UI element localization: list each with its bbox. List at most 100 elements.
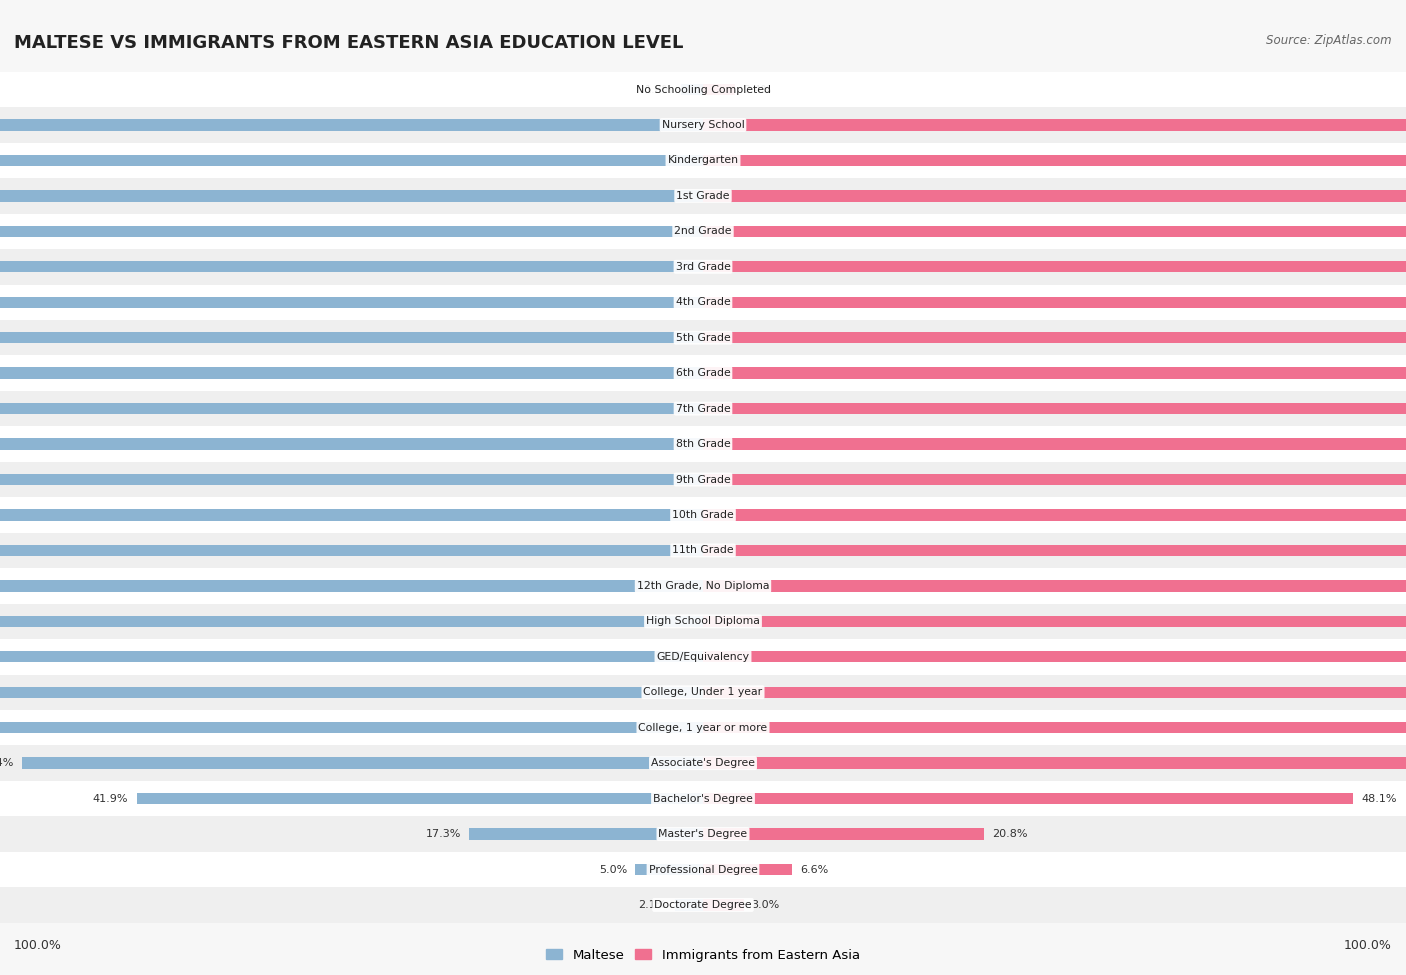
- Bar: [0, 675, 1406, 710]
- Text: Source: ZipAtlas.com: Source: ZipAtlas.com: [1267, 34, 1392, 47]
- Bar: [703, 686, 1406, 698]
- Bar: [0, 816, 1406, 852]
- Bar: [703, 474, 1406, 486]
- Bar: [703, 722, 1406, 733]
- Text: 20.8%: 20.8%: [993, 829, 1028, 839]
- Text: 2nd Grade: 2nd Grade: [675, 226, 731, 236]
- Bar: [0, 285, 1406, 320]
- Bar: [703, 261, 1406, 272]
- Text: Nursery School: Nursery School: [662, 120, 744, 130]
- Bar: [703, 545, 1406, 556]
- Text: 11th Grade: 11th Grade: [672, 545, 734, 556]
- Text: 1st Grade: 1st Grade: [676, 191, 730, 201]
- Bar: [0, 887, 1406, 922]
- Bar: [703, 793, 1354, 804]
- Bar: [703, 225, 1406, 237]
- Text: 2.4%: 2.4%: [744, 85, 772, 95]
- Text: 5th Grade: 5th Grade: [676, 332, 730, 342]
- Text: Bachelor's Degree: Bachelor's Degree: [652, 794, 754, 803]
- Text: Associate's Degree: Associate's Degree: [651, 759, 755, 768]
- Bar: [0, 142, 1406, 178]
- Bar: [703, 758, 1406, 769]
- Bar: [0, 356, 1406, 391]
- Text: College, Under 1 year: College, Under 1 year: [644, 687, 762, 697]
- Text: 5.0%: 5.0%: [599, 865, 627, 875]
- Legend: Maltese, Immigrants from Eastern Asia: Maltese, Immigrants from Eastern Asia: [541, 943, 865, 967]
- Bar: [675, 899, 703, 911]
- Text: Master's Degree: Master's Degree: [658, 829, 748, 839]
- Bar: [0, 439, 703, 449]
- Text: 48.1%: 48.1%: [1361, 794, 1398, 803]
- Bar: [0, 368, 703, 379]
- Bar: [0, 639, 1406, 675]
- Bar: [703, 155, 1406, 166]
- Bar: [0, 545, 703, 556]
- Bar: [703, 509, 1406, 521]
- Text: 6.6%: 6.6%: [800, 865, 828, 875]
- Text: High School Diploma: High School Diploma: [647, 616, 759, 626]
- Bar: [0, 746, 1406, 781]
- Text: 41.9%: 41.9%: [93, 794, 128, 803]
- Bar: [0, 604, 1406, 639]
- Text: 1.6%: 1.6%: [645, 85, 673, 95]
- Bar: [703, 296, 1406, 308]
- Bar: [0, 651, 703, 662]
- Bar: [0, 403, 703, 414]
- Bar: [703, 439, 1406, 449]
- Bar: [682, 84, 703, 96]
- Bar: [703, 368, 1406, 379]
- Bar: [136, 793, 703, 804]
- Bar: [0, 72, 1406, 107]
- Bar: [703, 651, 1406, 662]
- Text: 2.1%: 2.1%: [638, 900, 666, 910]
- Text: 8th Grade: 8th Grade: [676, 439, 730, 449]
- Bar: [0, 320, 1406, 356]
- Bar: [0, 296, 703, 308]
- Bar: [0, 781, 1406, 816]
- Text: College, 1 year or more: College, 1 year or more: [638, 722, 768, 732]
- Text: 9th Grade: 9th Grade: [676, 475, 730, 485]
- Text: 100.0%: 100.0%: [14, 939, 62, 953]
- Bar: [703, 829, 984, 839]
- Bar: [0, 391, 1406, 426]
- Bar: [636, 864, 703, 876]
- Bar: [0, 497, 1406, 532]
- Text: 12th Grade, No Diploma: 12th Grade, No Diploma: [637, 581, 769, 591]
- Bar: [21, 758, 703, 769]
- Text: Kindergarten: Kindergarten: [668, 155, 738, 166]
- Text: 3rd Grade: 3rd Grade: [675, 262, 731, 272]
- Text: 10th Grade: 10th Grade: [672, 510, 734, 520]
- Bar: [0, 426, 1406, 462]
- Text: MALTESE VS IMMIGRANTS FROM EASTERN ASIA EDUCATION LEVEL: MALTESE VS IMMIGRANTS FROM EASTERN ASIA …: [14, 34, 683, 52]
- Text: 100.0%: 100.0%: [1344, 939, 1392, 953]
- Bar: [703, 615, 1406, 627]
- Text: Doctorate Degree: Doctorate Degree: [654, 900, 752, 910]
- Text: 3.0%: 3.0%: [752, 900, 780, 910]
- Bar: [0, 178, 1406, 214]
- Bar: [0, 568, 1406, 604]
- Bar: [0, 214, 1406, 249]
- Bar: [0, 615, 703, 627]
- Text: 6th Grade: 6th Grade: [676, 369, 730, 378]
- Bar: [0, 686, 703, 698]
- Text: 7th Grade: 7th Grade: [676, 404, 730, 413]
- Bar: [0, 710, 1406, 746]
- Bar: [0, 225, 703, 237]
- Bar: [470, 829, 703, 839]
- Bar: [0, 107, 1406, 142]
- Bar: [0, 119, 703, 131]
- Text: 4th Grade: 4th Grade: [676, 297, 730, 307]
- Text: 50.4%: 50.4%: [0, 759, 14, 768]
- Bar: [703, 864, 792, 876]
- Bar: [0, 474, 703, 486]
- Bar: [0, 155, 703, 166]
- Bar: [0, 462, 1406, 497]
- Bar: [703, 332, 1406, 343]
- Bar: [703, 119, 1406, 131]
- Bar: [0, 580, 703, 592]
- Text: No Schooling Completed: No Schooling Completed: [636, 85, 770, 95]
- Bar: [0, 332, 703, 343]
- Bar: [0, 852, 1406, 887]
- Text: GED/Equivalency: GED/Equivalency: [657, 652, 749, 662]
- Bar: [0, 532, 1406, 568]
